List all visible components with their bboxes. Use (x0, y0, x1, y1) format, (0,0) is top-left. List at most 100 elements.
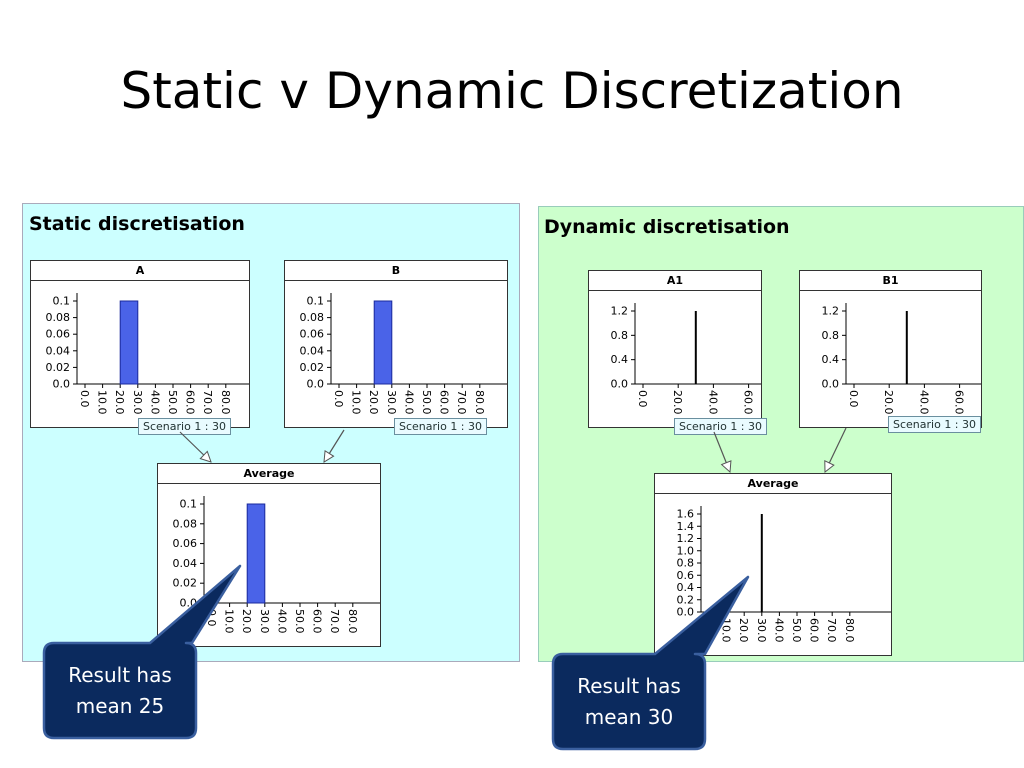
node-average-dynamic-y-tick-label: 1.0 (677, 544, 695, 557)
node-A1-y-tick-label: 0.4 (611, 353, 629, 366)
node-B-y-tick-label: 0.0 (307, 378, 325, 391)
node-A-x-tick-label: 60.0 (184, 390, 197, 415)
node-average-static-bar (246, 503, 266, 604)
node-average-static-y-tick-label: 0.04 (173, 557, 198, 570)
node-average-static-y-tick-label: 0.06 (173, 537, 198, 550)
callout-dynamic-shape (551, 575, 750, 751)
node-A1-title: A1 (589, 271, 761, 291)
node-B1-title: B1 (800, 271, 981, 291)
node-A1-x-tick-label: 60.0 (742, 390, 755, 415)
node-A-y-tick-label: 0.1 (53, 295, 71, 308)
node-B-x-tick-label: 70.0 (455, 390, 468, 415)
node-average-static-x-tick-label: 50.0 (293, 609, 306, 634)
dynamic-panel-title: Dynamic discretisation (544, 216, 790, 238)
node-average-dynamic-title: Average (655, 474, 891, 494)
node-average-dynamic-x-tick-label: 40.0 (772, 618, 785, 643)
node-A-x-tick-label: 40.0 (148, 390, 161, 415)
node-A1-y-tick-label: 0.0 (611, 378, 629, 391)
node-A-x-tick-label: 80.0 (219, 390, 232, 415)
node-average-dynamic-y-tick-label: 1.6 (677, 508, 695, 521)
node-B1-y-tick-label: 1.2 (822, 305, 840, 318)
node-B-y-tick-label: 0.02 (300, 361, 325, 374)
node-B1-x-tick-label: 40.0 (917, 390, 930, 415)
node-average-dynamic-y-tick-label: 1.2 (677, 532, 695, 545)
node-B1-x-tick-label: 20.0 (882, 390, 895, 415)
node-A-y-tick-label: 0.08 (46, 311, 71, 324)
node-B1-y-tick-label: 0.4 (822, 353, 840, 366)
node-A-x-tick-label: 20.0 (113, 390, 126, 415)
node-average-dynamic-y-tick-label: 1.4 (677, 520, 695, 533)
node-average-dynamic-y-tick-label: 0.2 (677, 593, 695, 606)
scenario-tag-B1[interactable]: Scenario 1 : 30 (888, 416, 982, 433)
node-B1-y-tick-label: 0.8 (822, 329, 840, 342)
callout-static-text: Result has mean 25 (68, 663, 172, 718)
node-average-static-y-tick-label: 0.02 (173, 577, 198, 590)
node-average-dynamic-x-tick-label: 70.0 (825, 618, 838, 643)
node-average-dynamic-y-tick-label: 0.6 (677, 569, 695, 582)
node-A1-x-tick-label: 40.0 (706, 390, 719, 415)
node-average-dynamic-x-tick-label: 20.0 (737, 618, 750, 643)
node-A-x-tick-label: 10.0 (96, 390, 109, 415)
node-A1-x-tick-label: 20.0 (671, 390, 684, 415)
node-average-static-title: Average (158, 464, 380, 484)
node-B-x-tick-label: 40.0 (402, 390, 415, 415)
node-average-static-chart: 0.10.080.060.040.020.00.0 10.0 20.0 30.0 40.… (173, 496, 380, 634)
node-average-static-x-tick-label: 80.0 (346, 609, 359, 634)
node-average-dynamic-y-tick-label: 0.8 (677, 557, 695, 570)
node-average-static-y-tick-label: 0.08 (173, 517, 198, 530)
node-A1[interactable]: A1 1.20.80.40.00.020.040.060.080.0 (588, 270, 762, 428)
slide-title: Static v Dynamic Discretization (120, 62, 904, 120)
node-A-x-tick-label: 30.0 (131, 390, 144, 415)
node-average-static-y-tick-label: 0.1 (180, 498, 198, 511)
node-B-bar (373, 300, 393, 385)
node-B-y-tick-label: 0.04 (300, 344, 325, 357)
node-B-x-tick-label: 80.0 (473, 390, 486, 415)
callout-static-shape (42, 564, 242, 740)
node-average-dynamic-x-tick-label: 60.0 (808, 618, 821, 643)
edge-A1-to-average (713, 431, 730, 472)
node-B1-chart: 1.20.80.40.00.020.040.060.080.0 (822, 303, 981, 415)
node-average-dynamic-x-tick-label: 80.0 (843, 618, 856, 643)
node-average-static-x-tick-label: 70.0 (328, 609, 341, 634)
node-B-x-tick-label: 60.0 (438, 390, 451, 415)
node-average-dynamic-x-tick-label: 30.0 (755, 618, 768, 643)
node-A[interactable]: A 0.1 0.08 0.06 0.04 0.02 0.0 0.0 10.0 20.0 30.0 4… (30, 260, 250, 428)
node-A-x-tick-label: 0.0 (78, 390, 91, 408)
node-A1-x-tick-label: 0.0 (636, 390, 649, 408)
node-B1[interactable]: B1 1.20.80.40.00.020.040.060.080.0 (799, 270, 982, 428)
edge-B-to-average (324, 429, 345, 462)
edge-A-to-average (179, 431, 211, 462)
node-A-x-tick-label: 70.0 (201, 390, 214, 415)
node-B1-x-tick-label: 60.0 (953, 390, 966, 415)
node-A1-chart: 1.20.80.40.00.020.040.060.080.0 (611, 303, 761, 415)
callout-dynamic-text: Result has mean 30 (577, 674, 681, 729)
static-panel-title: Static discretisation (29, 213, 245, 235)
scenario-tag-A1[interactable]: Scenario 1 : 30 (674, 418, 768, 435)
node-average-static-x-tick-label: 40.0 (275, 609, 288, 634)
node-B-y-tick-label: 0.06 (300, 328, 325, 341)
node-B-x-tick-label: 0.0 (332, 390, 345, 408)
node-average-dynamic-y-tick-label: 0.0 (677, 606, 695, 619)
node-A-bar (119, 300, 139, 385)
edge-B1-to-average (825, 427, 847, 472)
node-A-y-tick-label: 0.0 (53, 378, 71, 391)
node-B-x-tick-label: 50.0 (420, 390, 433, 415)
node-B1-x-tick-label: 0.0 (847, 390, 860, 408)
node-average-static-x-tick-label: 10.0 (223, 609, 236, 634)
node-A-chart: 0.1 0.08 0.06 0.04 0.02 0.0 0.0 10.0 20.0 30.0 40.… (46, 293, 249, 415)
scenario-tag-B[interactable]: Scenario 1 : 30 (394, 418, 488, 435)
node-A1-y-tick-label: 1.2 (611, 305, 629, 318)
node-B1-y-tick-label: 0.0 (822, 378, 840, 391)
node-average-static-x-tick-label: 60.0 (311, 609, 324, 634)
scenario-tag-A[interactable]: Scenario 1 : 30 (138, 418, 232, 435)
node-A-title: A (31, 261, 249, 281)
node-A1-y-tick-label: 0.8 (611, 329, 629, 342)
node-B-x-tick-label: 30.0 (385, 390, 398, 415)
node-B-x-tick-label: 10.0 (350, 390, 363, 415)
node-average-static[interactable]: Average 0.1 0.08 0.06 0.04 0.02 0.0 0.0 10.0 20.… (157, 463, 381, 647)
node-B-title: B (285, 261, 507, 281)
node-average-dynamic-y-tick-label: 0.4 (677, 581, 695, 594)
node-A-x-tick-label: 50.0 (166, 390, 179, 415)
node-B[interactable]: B 0.1 0.08 0.06 0.04 0.02 0.0 0.0 10.0 20.0 30.0 4… (284, 260, 508, 428)
